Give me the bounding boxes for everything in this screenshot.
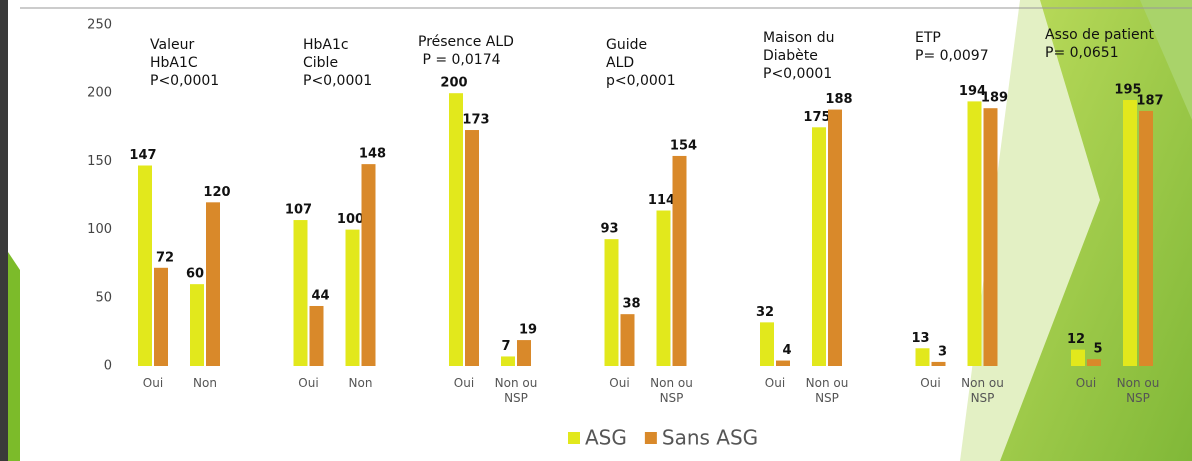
- annotation: P= 0,0097: [915, 47, 989, 65]
- annotation: ALD: [606, 54, 634, 72]
- x-tick-label: Oui: [590, 376, 650, 391]
- bar: [138, 165, 152, 366]
- y-tick-label: 0: [104, 359, 112, 374]
- x-tick-label: Non ou NSP: [642, 376, 702, 406]
- bar: [310, 306, 324, 366]
- data-label: 32: [756, 305, 774, 320]
- annotation: P<0,0001: [763, 65, 832, 83]
- x-tick-label: Oui: [123, 376, 183, 391]
- bar: [346, 230, 360, 366]
- bar: [1123, 100, 1137, 366]
- data-label: 120: [203, 185, 230, 200]
- bar: [154, 268, 168, 366]
- data-label: 44: [311, 288, 329, 303]
- x-tick-label: Oui: [1056, 376, 1116, 391]
- bar: [1139, 111, 1153, 366]
- data-label: 72: [156, 250, 174, 265]
- annotation: Guide: [606, 36, 647, 54]
- legend-label: Sans ASG: [662, 426, 758, 450]
- data-label: 200: [440, 76, 467, 91]
- data-label: 188: [825, 92, 852, 107]
- bar: [1087, 359, 1101, 366]
- bar: [1071, 350, 1085, 366]
- x-tick-label: Non: [175, 376, 235, 391]
- annotation: P = 0,0174: [418, 51, 501, 69]
- bar: [812, 127, 826, 366]
- data-label: 13: [911, 331, 929, 346]
- y-tick-label: 250: [87, 18, 112, 33]
- legend-label: ASG: [585, 426, 627, 450]
- bar: [621, 314, 635, 366]
- bar: [605, 239, 619, 366]
- bar: [362, 164, 376, 366]
- bar: [968, 101, 982, 366]
- x-tick-label: Non ou NSP: [486, 376, 546, 406]
- data-label: 148: [359, 147, 386, 162]
- data-label: 3: [938, 344, 947, 359]
- annotation: ETP: [915, 29, 941, 47]
- data-label: 147: [129, 148, 156, 163]
- annotation: HbA1C: [150, 54, 198, 72]
- data-label: 154: [670, 138, 697, 153]
- annotation: Asso de patient: [1045, 26, 1154, 44]
- annotation: Maison du: [763, 29, 835, 47]
- y-tick-label: 100: [87, 222, 112, 237]
- data-label: 93: [600, 222, 618, 237]
- data-label: 114: [648, 193, 675, 208]
- y-tick-label: 50: [95, 290, 112, 305]
- x-tick-label: Non ou NSP: [797, 376, 857, 406]
- bar: [190, 284, 204, 366]
- bar: [984, 108, 998, 366]
- x-tick-label: Non ou NSP: [953, 376, 1013, 406]
- bar: [932, 362, 946, 366]
- annotation: p<0,0001: [606, 72, 676, 90]
- bar: [760, 322, 774, 366]
- bar: [294, 220, 308, 366]
- data-label: 107: [285, 203, 312, 218]
- bar: [501, 356, 515, 366]
- annotation: P<0,0001: [150, 72, 219, 90]
- bar: [517, 340, 531, 366]
- edge: [0, 0, 8, 461]
- x-tick-label: Oui: [434, 376, 494, 391]
- annotation: P= 0,0651: [1045, 44, 1119, 62]
- annotation: Diabète: [763, 47, 818, 65]
- data-label: 19: [519, 323, 537, 338]
- data-label: 5: [1093, 342, 1102, 357]
- bar: [916, 348, 930, 366]
- annotation: HbA1c: [303, 36, 349, 54]
- data-label: 60: [186, 267, 204, 282]
- annotation: P<0,0001: [303, 72, 372, 90]
- y-tick-label: 200: [87, 86, 112, 101]
- bar: [776, 361, 790, 366]
- slide: 0 50 100 150 200 250 147 72 60 120 107 44 100 148 200 1…: [0, 0, 1192, 461]
- data-label: 4: [782, 343, 791, 358]
- data-label: 12: [1067, 332, 1085, 347]
- x-tick-label: Oui: [279, 376, 339, 391]
- annotation: Valeur: [150, 36, 194, 54]
- annotation: Présence ALD: [418, 33, 514, 51]
- x-tick-label: Oui: [745, 376, 805, 391]
- x-tick-label: Non: [331, 376, 391, 391]
- data-label: 100: [337, 212, 364, 227]
- data-label: 189: [981, 91, 1008, 106]
- bar: [828, 110, 842, 366]
- data-label: 173: [462, 113, 489, 128]
- data-label: 7: [501, 339, 510, 354]
- legend-swatch: [568, 432, 580, 444]
- bar: [465, 130, 479, 366]
- data-label: 187: [1136, 93, 1163, 108]
- data-label: 175: [803, 110, 830, 125]
- bar: [673, 156, 687, 366]
- bar: [657, 211, 671, 366]
- legend-swatch: [645, 432, 657, 444]
- x-tick-label: Non ou NSP: [1108, 376, 1168, 406]
- data-label: 38: [622, 297, 640, 312]
- bar: [206, 202, 220, 366]
- annotation: Cible: [303, 54, 338, 72]
- x-tick-label: Oui: [901, 376, 961, 391]
- bar: [449, 93, 463, 366]
- y-tick-label: 150: [87, 154, 112, 169]
